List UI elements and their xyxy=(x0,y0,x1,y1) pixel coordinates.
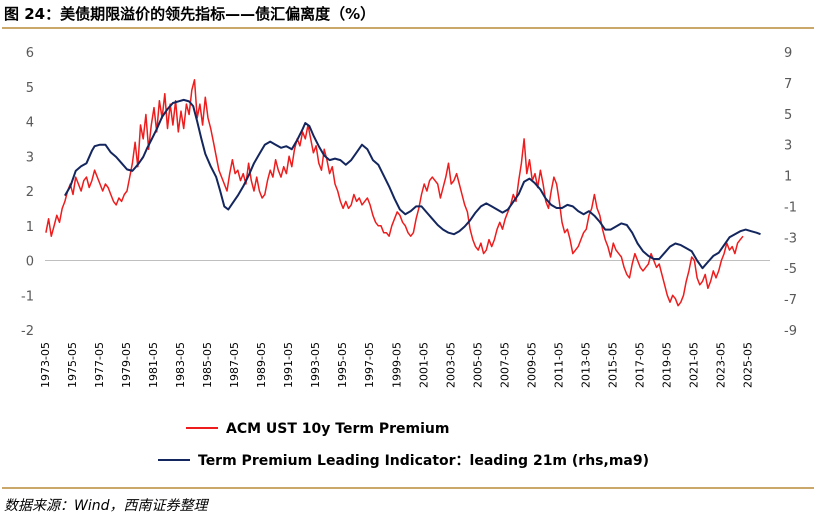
x-tick-label: 2017-05 xyxy=(633,342,646,388)
legend: ACM UST 10y Term Premium Term Premium Le… xyxy=(158,421,649,469)
left-tick-label: 2 xyxy=(26,185,34,200)
series-line-leading-indicator xyxy=(64,98,761,270)
x-tick-label: 1985-05 xyxy=(201,342,214,388)
x-tick-label: 2021-05 xyxy=(687,342,700,388)
x-tick-label: 1993-05 xyxy=(309,342,322,388)
x-tick-label: 1987-05 xyxy=(228,342,241,388)
x-tick-label: 2023-05 xyxy=(714,342,727,388)
x-tick-label: 1997-05 xyxy=(363,342,376,388)
x-tick-label: 2013-05 xyxy=(579,342,592,388)
legend-label-acm: ACM UST 10y Term Premium xyxy=(226,421,449,437)
x-tick-label: 1981-05 xyxy=(147,342,160,388)
right-tick-label: -5 xyxy=(784,262,797,277)
x-tick-label: 1991-05 xyxy=(282,342,295,388)
x-tick-label: 1999-05 xyxy=(390,342,403,388)
source-note: 数据来源：Wind，西南证券整理 xyxy=(4,498,208,514)
x-tick-label: 1977-05 xyxy=(93,342,106,388)
bottom-rule xyxy=(2,487,814,489)
right-tick-label: -7 xyxy=(784,293,797,308)
series-layer xyxy=(45,79,761,307)
left-tick-label: -2 xyxy=(21,324,34,339)
right-tick-label: 1 xyxy=(784,170,792,185)
x-tick-label: 1989-05 xyxy=(255,342,268,388)
figure-title: 图 24：美债期限溢价的领先指标——债汇偏离度（%） xyxy=(4,5,376,23)
x-tick-label: 1975-05 xyxy=(66,342,79,388)
right-tick-label: -1 xyxy=(784,200,797,215)
x-tick-label: 1979-05 xyxy=(120,342,133,388)
right-axis: -9 -7 -5 -3 -1 1 3 5 7 9 xyxy=(784,46,797,339)
x-axis: 1973-05 1975-05 1977-05 1979-05 1981-05 1983-… xyxy=(39,342,754,388)
right-tick-label: 3 xyxy=(784,139,792,154)
x-tick-label: 1995-05 xyxy=(336,342,349,388)
x-tick-label: 2003-05 xyxy=(444,342,457,388)
right-tick-label: 7 xyxy=(784,77,792,92)
x-tick-label: 2011-05 xyxy=(552,342,565,388)
right-tick-label: 9 xyxy=(784,46,792,61)
x-tick-label: 2019-05 xyxy=(660,342,673,388)
x-tick-label: 2005-05 xyxy=(471,342,484,388)
left-tick-label: -1 xyxy=(21,289,34,304)
left-tick-label: 1 xyxy=(26,220,34,235)
title-rule xyxy=(2,27,814,29)
x-tick-label: 2001-05 xyxy=(417,342,430,388)
x-tick-label: 1983-05 xyxy=(174,342,187,388)
right-tick-label: -3 xyxy=(784,231,797,246)
x-tick-label: 2015-05 xyxy=(606,342,619,388)
legend-label-leading: Term Premium Leading Indicator：leading 2… xyxy=(198,453,649,469)
x-tick-label: 2007-05 xyxy=(498,342,511,388)
x-tick-label: 2009-05 xyxy=(525,342,538,388)
left-axis: -2 -1 0 1 2 3 4 5 6 xyxy=(21,46,34,339)
x-tick-label: 1973-05 xyxy=(39,342,52,388)
left-tick-label: 3 xyxy=(26,150,34,165)
left-tick-label: 5 xyxy=(26,81,34,96)
x-tick-label: 2025-05 xyxy=(741,342,754,388)
series-line-acm-term-premium xyxy=(45,79,744,307)
left-tick-label: 6 xyxy=(26,46,34,61)
left-tick-label: 4 xyxy=(26,116,34,131)
left-tick-label: 0 xyxy=(26,255,34,270)
right-tick-label: 5 xyxy=(784,108,792,123)
right-tick-label: -9 xyxy=(784,324,797,339)
